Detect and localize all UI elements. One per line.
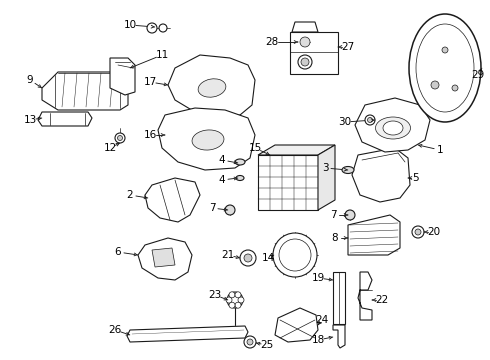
Circle shape xyxy=(368,117,372,122)
Ellipse shape xyxy=(192,130,224,150)
Text: 20: 20 xyxy=(427,227,441,237)
Text: 7: 7 xyxy=(209,203,215,213)
Circle shape xyxy=(442,47,448,53)
Polygon shape xyxy=(348,215,400,255)
Circle shape xyxy=(229,302,235,308)
Polygon shape xyxy=(38,112,92,126)
Text: 19: 19 xyxy=(311,273,325,283)
Text: 5: 5 xyxy=(412,173,418,183)
Text: 29: 29 xyxy=(471,70,485,80)
Circle shape xyxy=(235,292,241,298)
Polygon shape xyxy=(168,55,255,118)
Polygon shape xyxy=(127,326,248,342)
Text: 3: 3 xyxy=(322,163,328,173)
Polygon shape xyxy=(152,248,175,267)
Circle shape xyxy=(226,297,232,303)
Text: 8: 8 xyxy=(332,233,338,243)
Ellipse shape xyxy=(236,175,244,180)
Circle shape xyxy=(159,24,167,32)
Polygon shape xyxy=(275,308,318,342)
Polygon shape xyxy=(138,238,192,280)
Circle shape xyxy=(415,229,421,235)
Polygon shape xyxy=(292,22,318,32)
Polygon shape xyxy=(352,148,410,202)
Text: 23: 23 xyxy=(208,290,221,300)
Text: 12: 12 xyxy=(103,143,117,153)
Ellipse shape xyxy=(409,14,481,122)
Text: 25: 25 xyxy=(260,340,273,350)
Ellipse shape xyxy=(416,24,474,112)
Circle shape xyxy=(365,115,375,125)
Circle shape xyxy=(452,85,458,91)
Bar xyxy=(333,272,345,324)
Circle shape xyxy=(118,135,122,140)
Text: 22: 22 xyxy=(375,295,389,305)
Text: 27: 27 xyxy=(342,42,355,52)
Text: 14: 14 xyxy=(261,253,274,263)
Text: 16: 16 xyxy=(144,130,157,140)
Text: 28: 28 xyxy=(266,37,279,47)
Circle shape xyxy=(235,302,241,308)
Text: 26: 26 xyxy=(108,325,122,335)
Text: 30: 30 xyxy=(339,117,351,127)
Circle shape xyxy=(431,81,439,89)
Circle shape xyxy=(244,254,252,262)
Text: 6: 6 xyxy=(115,247,122,257)
Text: 4: 4 xyxy=(219,155,225,165)
Ellipse shape xyxy=(342,166,354,174)
Circle shape xyxy=(301,58,309,66)
Text: 10: 10 xyxy=(123,20,137,30)
Polygon shape xyxy=(158,108,255,170)
Circle shape xyxy=(345,210,355,220)
Circle shape xyxy=(227,292,243,308)
Bar xyxy=(258,155,318,210)
Text: 11: 11 xyxy=(155,50,169,60)
Polygon shape xyxy=(333,325,345,348)
Circle shape xyxy=(412,226,424,238)
Polygon shape xyxy=(258,145,335,155)
Circle shape xyxy=(247,339,253,345)
Polygon shape xyxy=(110,58,135,95)
Bar xyxy=(290,32,338,74)
Ellipse shape xyxy=(235,159,245,165)
Circle shape xyxy=(279,239,311,271)
Text: 9: 9 xyxy=(26,75,33,85)
Circle shape xyxy=(238,297,244,303)
Polygon shape xyxy=(145,178,200,222)
Text: 7: 7 xyxy=(330,210,336,220)
Circle shape xyxy=(300,37,310,47)
Text: 18: 18 xyxy=(311,335,325,345)
Text: 17: 17 xyxy=(144,77,157,87)
Circle shape xyxy=(240,250,256,266)
Polygon shape xyxy=(318,145,335,210)
Text: 1: 1 xyxy=(437,145,443,155)
Circle shape xyxy=(273,233,317,277)
Text: 15: 15 xyxy=(248,143,262,153)
Text: 2: 2 xyxy=(127,190,133,200)
Text: 21: 21 xyxy=(221,250,235,260)
Circle shape xyxy=(229,292,235,298)
Circle shape xyxy=(115,133,125,143)
Text: 4: 4 xyxy=(219,175,225,185)
Circle shape xyxy=(244,336,256,348)
Ellipse shape xyxy=(383,121,403,135)
Text: 24: 24 xyxy=(316,315,329,325)
Ellipse shape xyxy=(375,117,411,139)
Polygon shape xyxy=(358,272,372,320)
Circle shape xyxy=(147,23,157,33)
Text: 13: 13 xyxy=(24,115,37,125)
Polygon shape xyxy=(42,72,128,110)
Polygon shape xyxy=(355,98,430,152)
Circle shape xyxy=(225,205,235,215)
Circle shape xyxy=(298,55,312,69)
Ellipse shape xyxy=(198,79,226,97)
